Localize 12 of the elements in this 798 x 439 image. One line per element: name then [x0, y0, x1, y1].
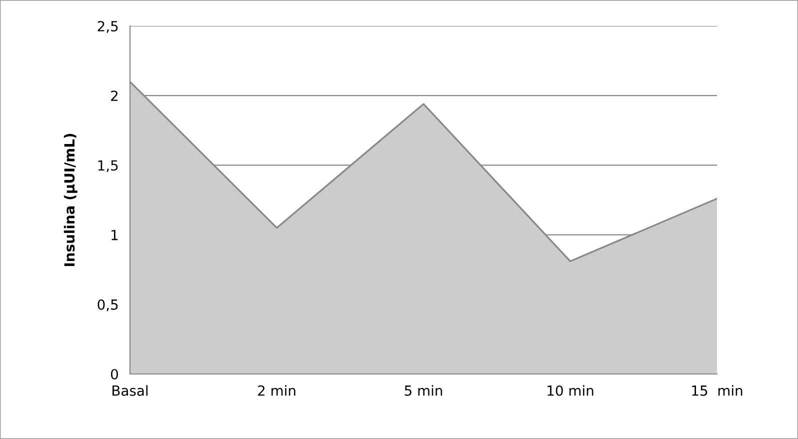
- y-tick-label: 0: [110, 368, 118, 380]
- y-tick-label: 1,5: [98, 160, 118, 172]
- x-tick-label: Basal: [112, 385, 148, 396]
- y-tick-label: 2: [111, 90, 118, 101]
- y-tick-label: 2,5: [98, 20, 118, 33]
- y-tick-label: 0,5: [98, 299, 118, 312]
- x-tick-label: 2 min: [258, 385, 296, 396]
- y-axis-title: Insulina (µUI/mL): [64, 134, 78, 266]
- y-tick-label: 1: [112, 230, 118, 240]
- x-tick-label: 15 min: [692, 385, 742, 396]
- x-tick-label: 10 min: [548, 385, 594, 396]
- x-tick-label: 5 min: [404, 385, 442, 396]
